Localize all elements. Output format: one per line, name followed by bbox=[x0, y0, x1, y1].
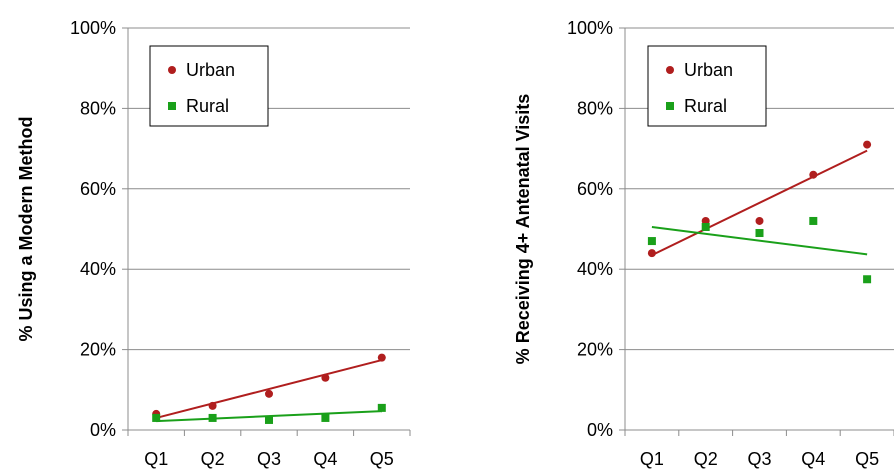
urban-point bbox=[377, 353, 386, 362]
x-tick-label: Q5 bbox=[855, 449, 879, 469]
chart-panel-2: 0% 20% 40% 60% 80% 100% Q1 Q2 Q3 Q4 Q5 % Receiving … bbox=[513, 18, 894, 469]
legend-label-rural: Rural bbox=[684, 96, 727, 116]
legend-label-rural: Rural bbox=[186, 96, 229, 116]
rural-point bbox=[321, 413, 330, 422]
chart-panel-1: 0% 20% 40% 60% 80% 100% Q1 Q2 Q3 Q4 Q5 % Using a Mo… bbox=[16, 18, 411, 469]
x-tick-label: Q1 bbox=[144, 449, 168, 469]
x-tick-label: Q4 bbox=[801, 449, 825, 469]
urban-point bbox=[809, 170, 818, 179]
rural-point bbox=[152, 413, 161, 422]
y-axis-title: % Using a Modern Method bbox=[16, 117, 36, 342]
y-tick-label: 100% bbox=[567, 18, 613, 38]
legend-box bbox=[647, 45, 767, 127]
y-tick-label: 0% bbox=[587, 420, 613, 440]
y-tick-label: 20% bbox=[80, 340, 116, 360]
rural-point bbox=[265, 415, 273, 424]
y-tick-label: 80% bbox=[80, 98, 116, 118]
y-tick-label: 100% bbox=[70, 18, 116, 38]
x-tick-label: Q5 bbox=[370, 449, 394, 469]
urban-trendline bbox=[155, 359, 383, 419]
rural-point bbox=[809, 216, 818, 225]
rural-point bbox=[701, 222, 710, 231]
urban-point bbox=[321, 373, 330, 382]
rural-point bbox=[208, 413, 217, 422]
legend-marker-urban bbox=[666, 66, 674, 74]
urban-point bbox=[701, 216, 710, 225]
x-tick-label: Q3 bbox=[257, 449, 281, 469]
rural-point bbox=[755, 229, 764, 238]
legend-label-urban: Urban bbox=[186, 60, 235, 80]
legend-marker-rural bbox=[666, 102, 674, 110]
y-axis-title: % Receiving 4+ Antenatal Visits bbox=[513, 94, 533, 365]
legend-box bbox=[149, 45, 269, 127]
urban-point bbox=[863, 140, 872, 149]
legend-label-urban: Urban bbox=[684, 60, 733, 80]
urban-point bbox=[265, 389, 273, 398]
urban-point bbox=[755, 216, 764, 225]
x-tick-label: Q3 bbox=[747, 449, 771, 469]
rural-point bbox=[647, 237, 656, 246]
x-tick-label: Q2 bbox=[201, 449, 225, 469]
y-tick-label: 40% bbox=[577, 259, 613, 279]
x-tick-label: Q2 bbox=[694, 449, 718, 469]
rural-point bbox=[377, 403, 386, 412]
rural-trendline bbox=[651, 225, 868, 256]
rural-point bbox=[863, 275, 872, 284]
y-tick-label: 40% bbox=[80, 259, 116, 279]
urban-point bbox=[647, 249, 656, 258]
y-tick-label: 80% bbox=[577, 98, 613, 118]
y-tick-label: 20% bbox=[577, 340, 613, 360]
legend: Urban Rural bbox=[647, 45, 767, 127]
x-tick-label: Q4 bbox=[313, 449, 337, 469]
y-tick-label: 60% bbox=[577, 179, 613, 199]
y-tick-label: 60% bbox=[80, 179, 116, 199]
legend-marker-rural bbox=[168, 102, 176, 110]
legend: Urban Rural bbox=[149, 45, 269, 127]
x-tick-label: Q1 bbox=[640, 449, 664, 469]
y-tick-label: 0% bbox=[90, 420, 116, 440]
legend-marker-urban bbox=[168, 66, 176, 74]
urban-point bbox=[208, 401, 217, 410]
urban-trendline bbox=[651, 149, 868, 257]
